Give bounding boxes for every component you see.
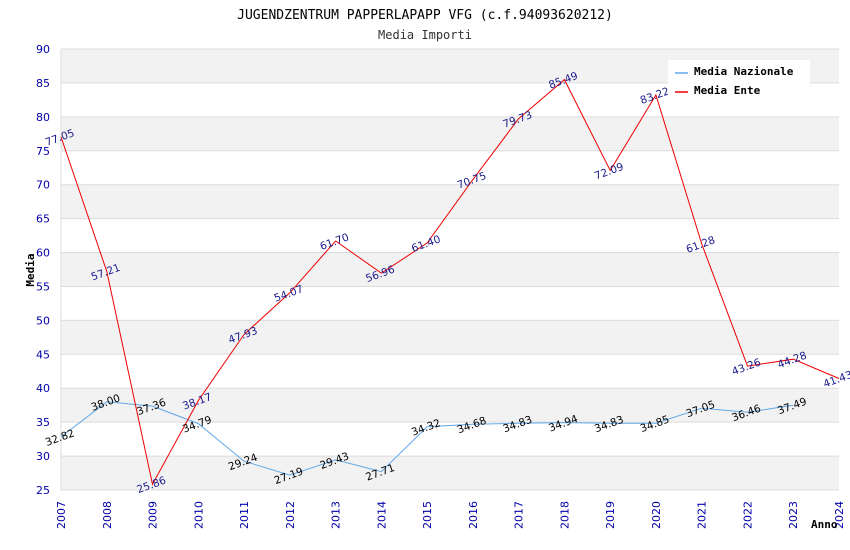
x-tick-label: 2024 (833, 501, 846, 529)
x-axis-ticks: 2007 2008 2009 2010 2011 2012 2013 2014 2015 2016… (55, 501, 846, 529)
y-tick-label: 35 (36, 416, 50, 429)
y-tick-label: 55 (36, 280, 50, 293)
y-tick-label: 85 (36, 77, 50, 90)
y-tick-label: 45 (36, 348, 50, 361)
y-tick-label: 65 (36, 213, 50, 226)
x-tick-label: 2021 (696, 501, 709, 529)
y-tick-label: 25 (36, 484, 50, 497)
x-tick-label: 2022 (741, 501, 754, 529)
legend-label-media-ente: Media Ente (694, 84, 761, 97)
x-tick-label: 2023 (787, 501, 800, 529)
grid-band (61, 320, 839, 355)
y-tick-label: 50 (36, 314, 50, 327)
y-tick-label: 30 (36, 450, 50, 463)
y-tick-label: 70 (36, 179, 50, 192)
x-tick-label: 2016 (467, 501, 480, 529)
grid-bands (61, 49, 839, 490)
data-label: 83.22 (639, 85, 671, 107)
x-tick-label: 2007 (55, 501, 68, 529)
grid-band (61, 184, 839, 219)
legend-box (668, 60, 810, 102)
y-tick-label: 80 (36, 111, 50, 124)
data-label: 61.70 (318, 231, 350, 253)
x-tick-label: 2012 (284, 501, 297, 529)
chart-subtitle: Media Importi (378, 28, 472, 42)
x-tick-label: 2011 (238, 501, 251, 529)
grid-band (61, 252, 839, 287)
grid-band (61, 388, 839, 423)
y-axis-label: Media (24, 253, 37, 286)
y-tick-label: 90 (36, 43, 50, 56)
y-axis-ticks: 25 30 35 40 45 50 55 60 65 70 75 80 85 90 (36, 43, 50, 497)
x-tick-label: 2009 (147, 501, 160, 529)
series-lines (60, 78, 840, 486)
x-tick-label: 2010 (192, 501, 205, 529)
data-label: 41.43 (822, 369, 850, 391)
data-label: 32.82 (44, 427, 76, 449)
x-tick-label: 2015 (421, 501, 434, 529)
data-label: 72.09 (593, 161, 625, 183)
x-tick-label: 2008 (101, 501, 114, 529)
x-tick-label: 2013 (330, 501, 343, 529)
y-tick-label: 60 (36, 247, 50, 260)
data-label: 61.40 (410, 233, 442, 255)
data-label: 43.26 (730, 356, 763, 378)
x-axis-label: Anno (811, 518, 838, 531)
series-line-media-ente (60, 78, 840, 486)
x-tick-label: 2018 (558, 501, 571, 529)
grid-band (61, 456, 839, 490)
chart-title: JUGENDZENTRUM PAPPERLAPAPP VFG (c.f.9409… (237, 8, 613, 23)
x-tick-label: 2017 (513, 501, 526, 529)
x-tick-label: 2014 (375, 501, 388, 529)
series-line-media-nazionale (60, 401, 794, 476)
legend: Media Nazionale Media Ente (668, 60, 810, 102)
x-tick-label: 2020 (650, 501, 663, 529)
x-tick-label: 2019 (604, 501, 617, 529)
y-tick-label: 40 (36, 382, 50, 395)
grid-lines (60, 48, 839, 491)
grid-band (61, 116, 839, 151)
y-tick-label: 75 (36, 145, 50, 158)
legend-label-media-nazionale: Media Nazionale (694, 65, 794, 78)
